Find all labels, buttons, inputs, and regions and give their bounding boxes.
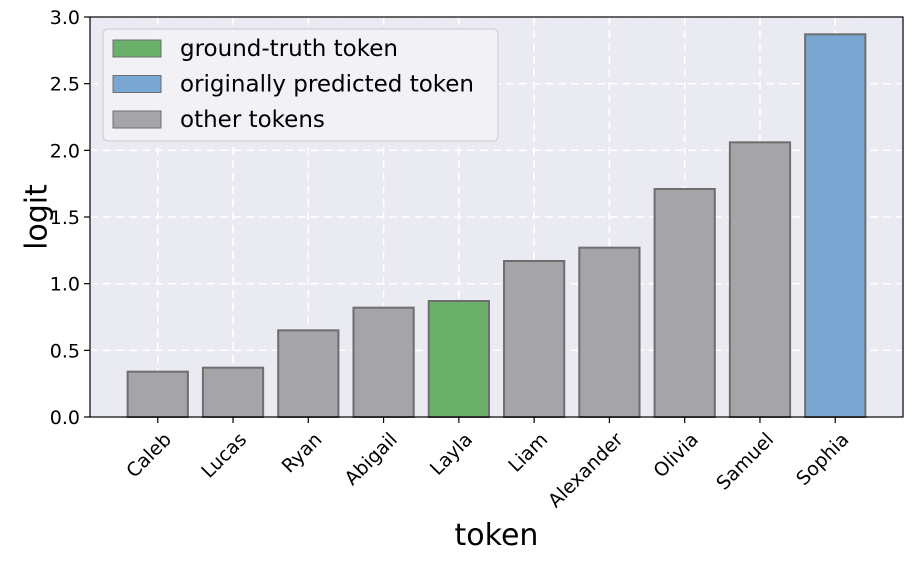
y-tick-label: 1.5	[50, 207, 80, 229]
x-tick-label: Olivia	[649, 429, 703, 483]
y-tick-label: 0.5	[50, 340, 80, 362]
bar-olivia	[653, 188, 716, 418]
bar-liam	[503, 260, 566, 418]
legend-label-ground_truth: ground-truth token	[180, 36, 398, 62]
x-tick-label: Sophia	[792, 429, 853, 490]
y-axis: 0.0 0.5 1.0 1.5 2.0 2.5 3.0	[50, 7, 90, 429]
bar-abigail	[352, 306, 415, 418]
x-tick-label: Samuel	[712, 429, 778, 495]
bar-layla	[427, 300, 490, 418]
y-tick-label: 0.0	[50, 407, 80, 429]
bar-alexander	[578, 246, 641, 418]
bar-caleb	[126, 370, 189, 418]
x-axis-label: token	[455, 518, 539, 553]
x-tick-label: Lucas	[197, 429, 251, 483]
legend-swatch-predicted	[112, 75, 162, 93]
x-tick-label: Liam	[504, 429, 552, 477]
x-tick-label: Alexander	[544, 428, 628, 512]
y-tick-label: 2.5	[50, 74, 80, 96]
bar-lucas	[201, 366, 265, 418]
legend-swatch-other	[112, 110, 162, 129]
legend-label-other: other tokens	[180, 107, 325, 133]
x-tick-label: Layla	[426, 429, 477, 480]
x-tick-label: Abigail	[340, 429, 401, 490]
y-tick-label: 2.0	[50, 140, 80, 162]
legend-swatch-ground_truth	[112, 39, 162, 58]
y-axis-label: logit	[20, 184, 55, 250]
y-tick-label: 3.0	[50, 7, 80, 29]
bar-ryan	[277, 329, 340, 419]
legend: ground-truth token originally predicted t…	[102, 28, 499, 142]
bar-samuel	[728, 141, 792, 418]
x-tick-label: Caleb	[122, 429, 176, 483]
legend-label-predicted: originally predicted token	[180, 72, 474, 98]
bar-sophia	[804, 33, 867, 418]
legend-box	[102, 28, 499, 142]
y-tick-label: 1.0	[50, 274, 80, 296]
x-tick-label: Ryan	[278, 429, 327, 478]
bars	[126, 33, 867, 419]
